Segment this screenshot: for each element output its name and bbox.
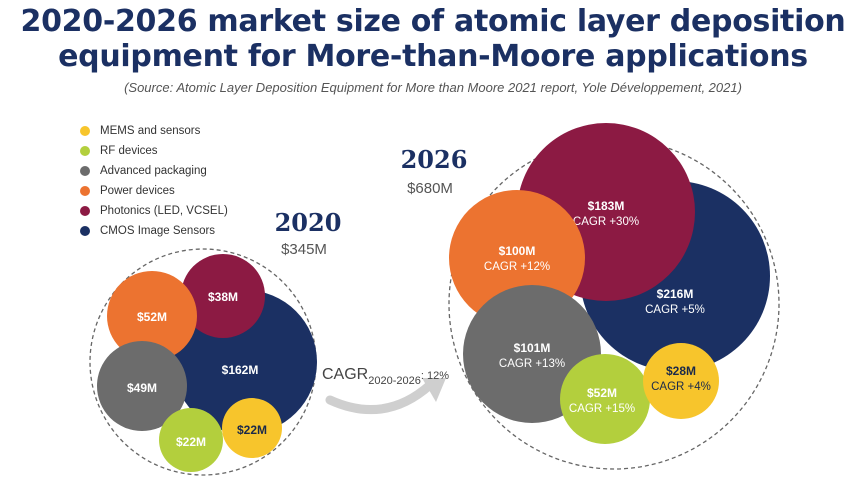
bubble-cagr-label: CAGR +5% <box>645 304 705 316</box>
bubble-cagr-label: CAGR +4% <box>651 381 711 393</box>
bubble-mems-and-sensors: $28M CAGR +4% <box>643 343 719 419</box>
cagr-label: CAGR2020-2026: 12% <box>322 366 449 387</box>
bubble-value-label: $101M <box>514 341 551 355</box>
year-label: 2026 <box>401 145 468 174</box>
arrow-head <box>422 378 446 402</box>
bubble-circle <box>643 343 719 419</box>
bubble-advanced-packaging: $49M <box>97 341 187 431</box>
bubble-circle <box>181 254 265 338</box>
legend-label: Power devices <box>100 185 175 197</box>
cagr-arrow <box>325 378 446 415</box>
title-line-1: 2020-2026 market size of atomic layer de… <box>20 4 846 39</box>
bubble-rf-devices: $52M CAGR +15% <box>560 354 650 444</box>
chart-title: 2020-2026 market size of atomic layer de… <box>0 4 866 74</box>
legend-item-power-devices: Power devices <box>80 181 228 201</box>
bubble-mems-and-sensors: $22M <box>222 398 282 458</box>
legend-swatch <box>80 186 90 196</box>
chart-source: (Source: Atomic Layer Deposition Equipme… <box>124 80 742 95</box>
legend-item-photonics-led-vcsel: Photonics (LED, VCSEL) <box>80 201 228 221</box>
bubble-cagr-label: CAGR +30% <box>573 216 639 228</box>
legend-label: MEMS and sensors <box>100 125 201 137</box>
legend-swatch <box>80 126 90 136</box>
legend-label: RF devices <box>100 145 158 157</box>
bubble-value-label: $49M <box>127 381 157 395</box>
bubble-circle <box>222 398 282 458</box>
bubble-cagr-label: CAGR +12% <box>484 261 550 273</box>
legend-label: CMOS Image Sensors <box>100 225 216 237</box>
legend-item-cmos-image-sensors: CMOS Image Sensors <box>80 221 228 241</box>
bubble-group-2026: 2026 $680M $216M CAGR +5% $183M CAGR +30% $100… <box>401 123 780 470</box>
bubble-group-2020: 2020 $345M $162M $38M $52M $49M $22M $22M <box>89 208 342 476</box>
legend-swatch <box>80 226 90 236</box>
bubble-value-label: $100M <box>499 244 536 258</box>
bubble-value-label: $22M <box>176 435 206 449</box>
chart-legend: MEMS and sensors RF devices Advanced packa… <box>80 121 228 241</box>
bubble-circle <box>107 271 197 361</box>
bubble-value-label: $22M <box>237 423 267 437</box>
total-label: $680M <box>407 180 453 197</box>
bubble-value-label: $52M <box>137 310 167 324</box>
bubble-value-label: $183M <box>588 199 625 213</box>
legend-item-advanced-packaging: Advanced packaging <box>80 161 228 181</box>
bubble-value-label: $216M <box>657 287 694 301</box>
legend-label: Advanced packaging <box>100 165 207 177</box>
bubble-circle <box>560 354 650 444</box>
bubble-cagr-label: CAGR +15% <box>569 403 635 415</box>
bubble-value-label: $28M <box>666 364 696 378</box>
total-label: $345M <box>281 241 327 258</box>
bubble-cagr-label: CAGR +13% <box>499 358 565 370</box>
bubble-value-label: $162M <box>222 363 259 377</box>
bubble-value-label: $38M <box>208 290 238 304</box>
bubble-photonics-led-vcsel: $38M <box>181 254 265 338</box>
year-label: 2020 <box>275 208 342 237</box>
bubble-circle <box>97 341 187 431</box>
title-line-2: equipment for More-than-Moore applicatio… <box>58 39 808 74</box>
legend-item-rf-devices: RF devices <box>80 141 228 161</box>
legend-swatch <box>80 146 90 156</box>
bubble-rf-devices: $22M <box>159 408 223 472</box>
arrow-shaft <box>325 380 435 415</box>
legend-swatch <box>80 166 90 176</box>
bubble-power-devices: $52M <box>107 271 197 361</box>
legend-item-mems-and-sensors: MEMS and sensors <box>80 121 228 141</box>
bubble-value-label: $52M <box>587 386 617 400</box>
bubble-circle <box>159 408 223 472</box>
legend-swatch <box>80 206 90 216</box>
legend-label: Photonics (LED, VCSEL) <box>100 205 228 217</box>
